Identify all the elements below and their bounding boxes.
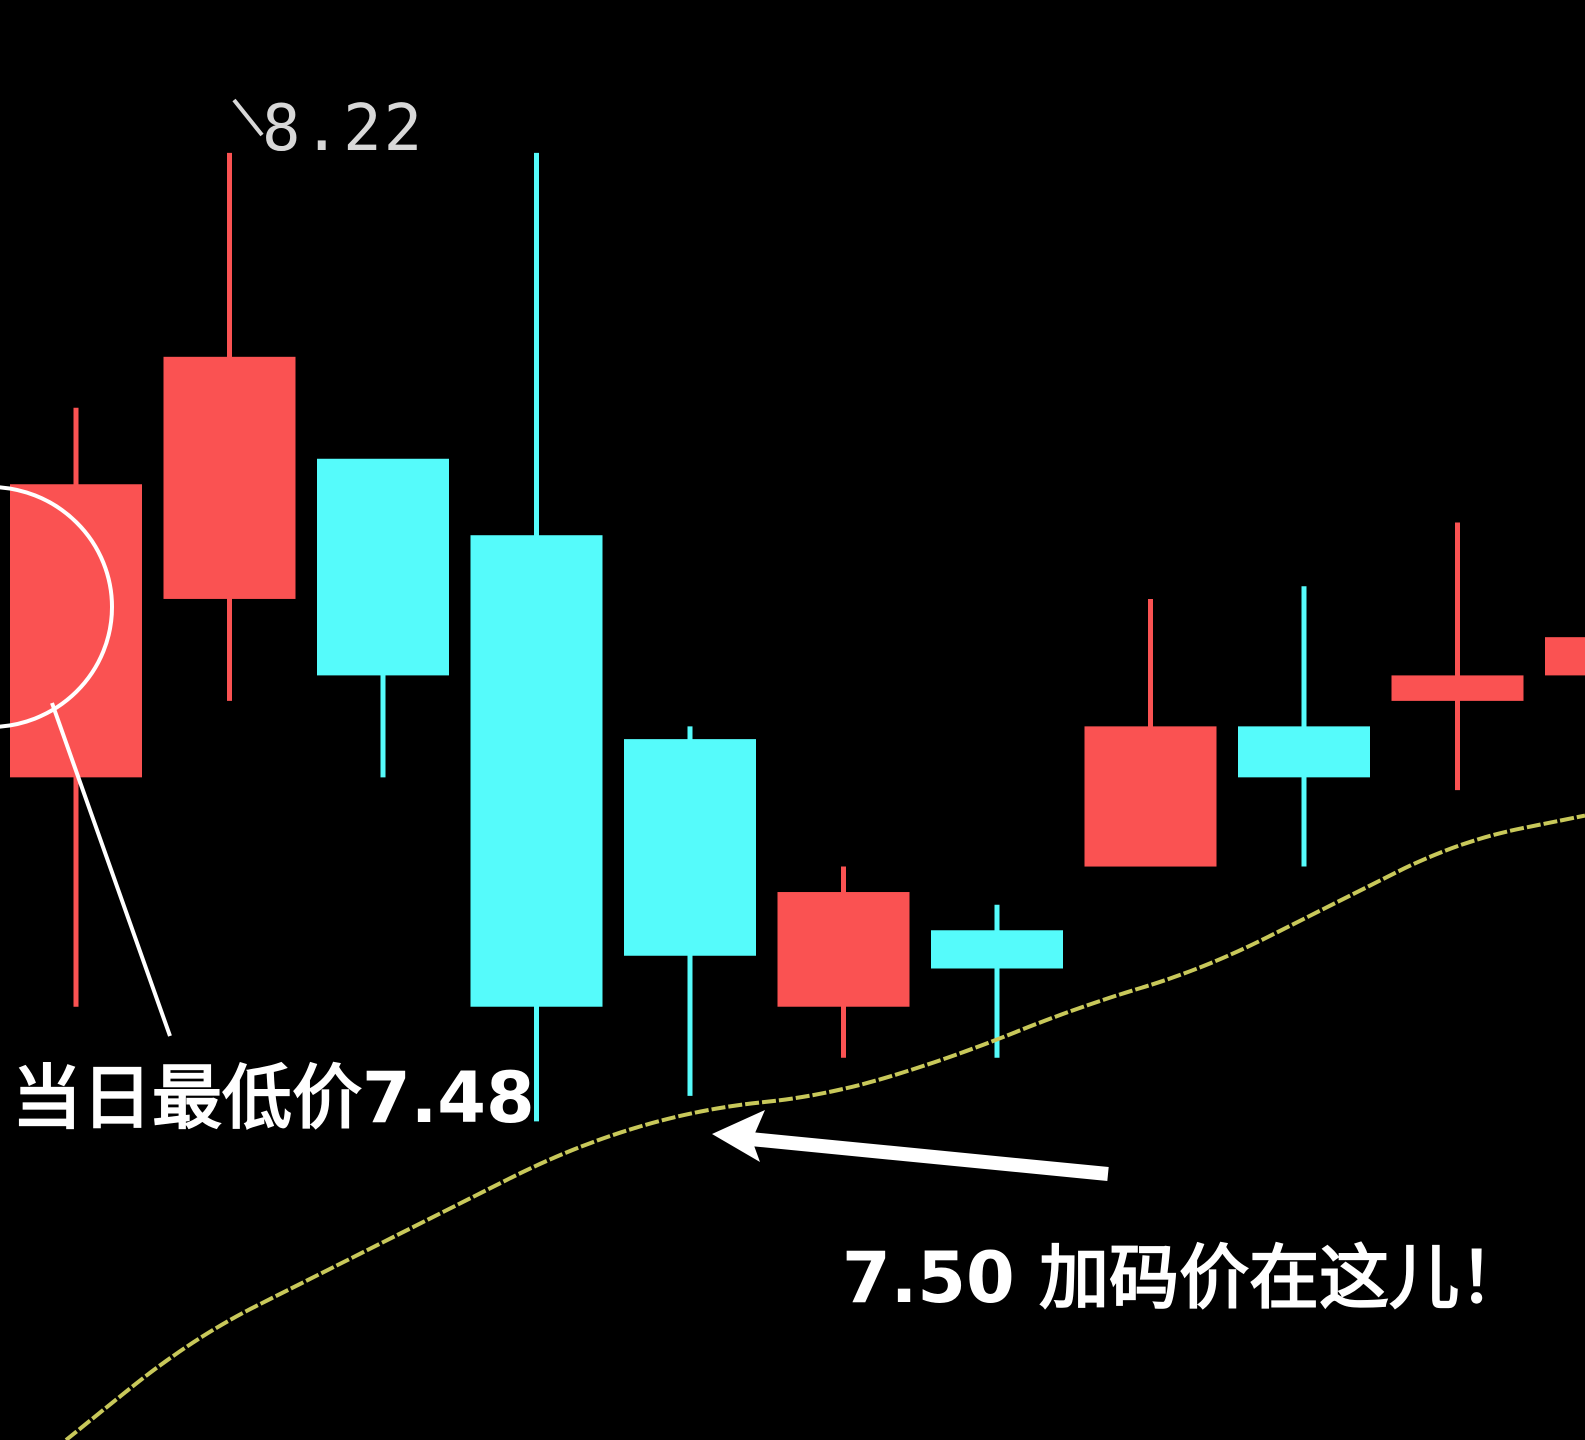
candle-2 — [163, 152, 296, 701]
peak-marker-tick — [232, 98, 264, 137]
moving-average-line — [64, 813, 1585, 1440]
candles-layer — [10, 152, 1585, 1122]
candle-5 — [624, 726, 756, 1096]
candle-body — [777, 892, 910, 1007]
annotation-layer: 当日最低价7.48 7.50 加码价在这儿！ — [0, 485, 1529, 1319]
candle-body — [931, 930, 1063, 969]
candle-6 — [777, 866, 910, 1058]
candle-9 — [1238, 586, 1370, 867]
peak-marker: 8.22 — [232, 92, 424, 166]
candle-body — [624, 739, 756, 956]
candle-10 — [1391, 522, 1524, 791]
candle-7 — [931, 904, 1063, 1058]
highlight-ellipse — [0, 485, 114, 729]
candle-8 — [1084, 598, 1217, 867]
candle-body — [1238, 726, 1370, 778]
candle-11 — [1545, 637, 1585, 676]
candle-body — [1084, 726, 1217, 867]
callout-line — [50, 702, 172, 1037]
candle-3 — [317, 458, 449, 778]
candle-body — [1391, 675, 1524, 701]
peak-price-label: 8.22 — [262, 92, 424, 166]
candle-4 — [470, 152, 603, 1122]
arrow-shaft — [739, 1131, 1109, 1181]
low-price-annotation: 当日最低价7.48 — [12, 1057, 535, 1139]
candle-body — [317, 458, 449, 676]
candle-body — [10, 484, 142, 778]
add-position-price-annotation: 7.50 加码价在这儿！ — [842, 1237, 1529, 1319]
candle-body — [163, 356, 296, 599]
candle-body — [470, 535, 603, 1007]
arrow-head — [712, 1110, 765, 1162]
candle-1 — [10, 407, 142, 1007]
candle-body — [1545, 637, 1585, 676]
